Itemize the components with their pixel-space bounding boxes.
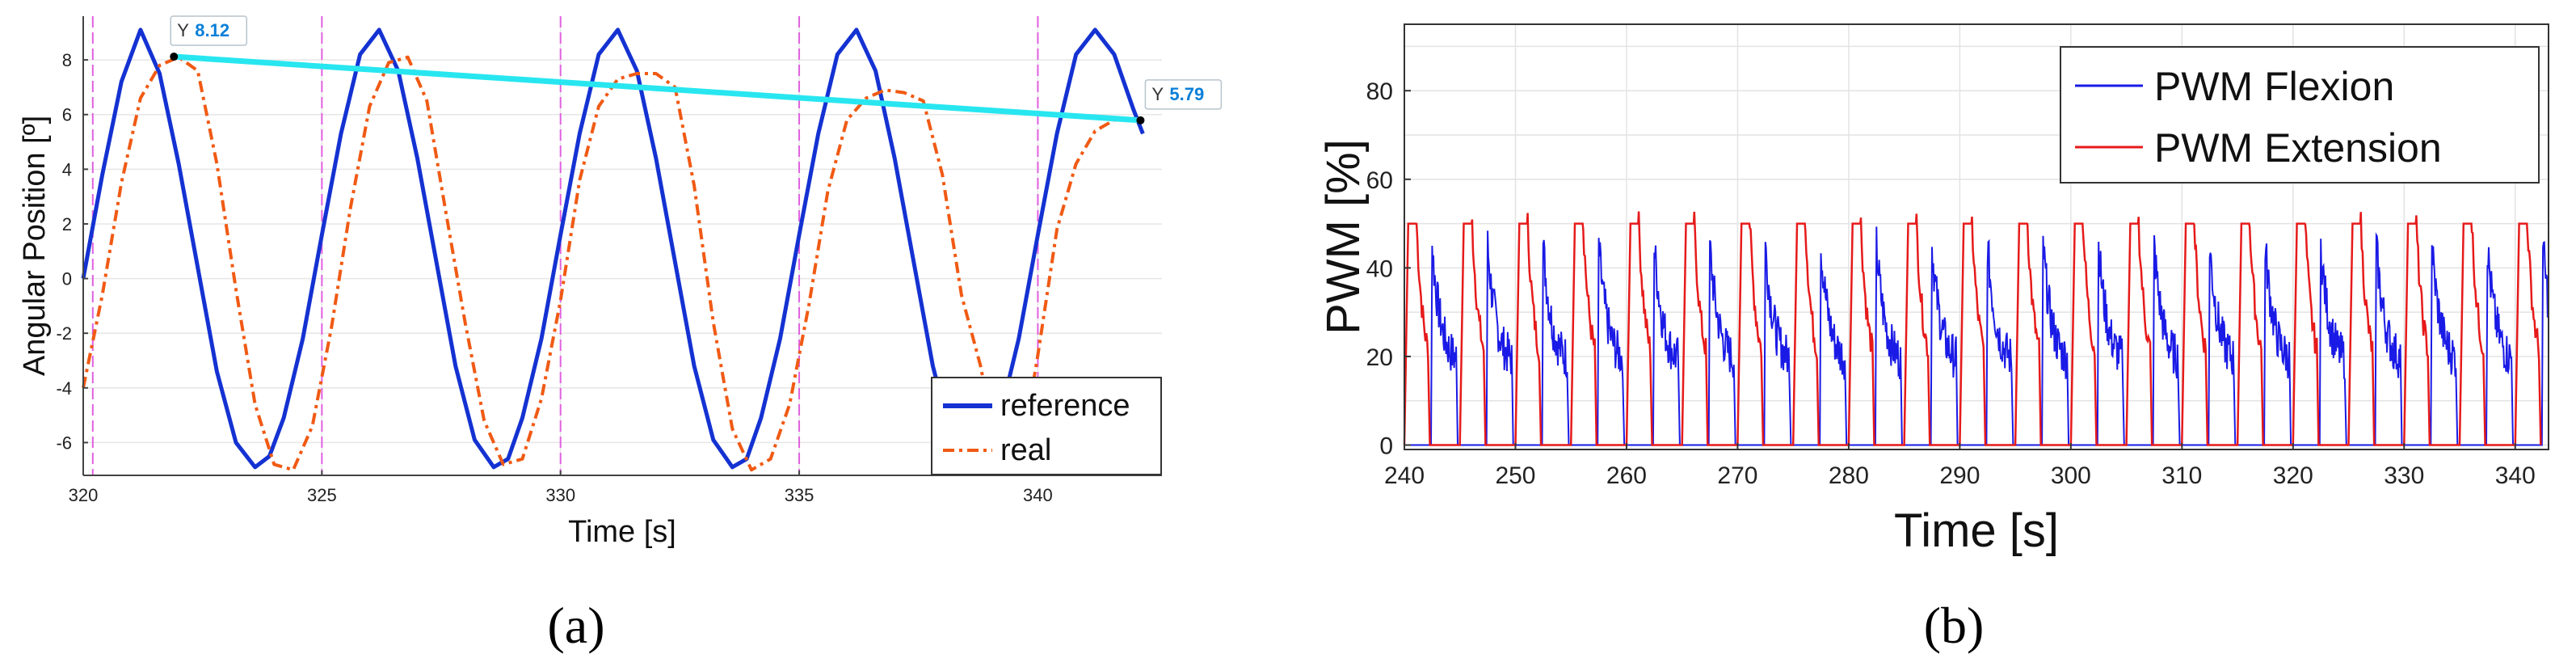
chart-b-ytick-label: 40 — [1366, 255, 1393, 282]
chart-a-xtick-label: 335 — [785, 485, 814, 505]
chart-b-legend-box — [2060, 46, 2540, 184]
chart-a-ytick-label: -6 — [56, 433, 72, 453]
chart-a-ylabel: Angular Position [º] — [18, 116, 52, 376]
chart-a-datatip-box — [170, 15, 247, 46]
chart-b-ytick-label: 80 — [1366, 78, 1393, 105]
chart-b-ytick-label: 20 — [1366, 344, 1393, 371]
chart-a-datatip-value: 8.12 — [195, 20, 229, 40]
chart-b-ylabel: PWM [%] — [1317, 139, 1370, 335]
chart-b-xtick-label: 260 — [1606, 462, 1647, 489]
chart-b-legend-extension-label: PWM Extension — [2154, 125, 2442, 171]
chart-a-ytick-label: 2 — [62, 214, 72, 234]
chart-a-legend: reference real — [931, 377, 1162, 475]
chart-a-legend-real-label: real — [1000, 433, 1051, 467]
chart-a-xtick-label: 320 — [69, 485, 99, 505]
chart-b-xtick-label: 270 — [1717, 462, 1757, 489]
chart-a-datatip-value: 5.79 — [1169, 84, 1204, 104]
chart-b-series — [1403, 211, 2549, 446]
chart-a-ytick-label: 4 — [62, 159, 72, 179]
chart-b-xtick-label: 320 — [2273, 462, 2313, 489]
chart-a-xtick-label: 340 — [1023, 485, 1053, 505]
chart-a-datatip-point — [170, 53, 179, 61]
chart-a-xtick-label: 330 — [545, 485, 575, 505]
caption-a: (a) — [547, 597, 604, 654]
chart-a-ytick-label: -2 — [56, 323, 72, 344]
chart-b-series-line-extension — [1403, 211, 2542, 446]
caption-b: (b) — [1924, 597, 1985, 654]
chart-b-xtick-label: 300 — [2051, 462, 2091, 489]
chart-b-ytick-label: 0 — [1379, 433, 1393, 460]
chart-a-datatip-label: Y — [177, 20, 189, 40]
chart-a-legend-reference-label: reference — [1000, 389, 1130, 423]
chart-a-datatip-box — [1144, 79, 1223, 110]
chart-a-datatip-point — [1136, 116, 1145, 124]
chart-a-ytick-label: 8 — [62, 50, 72, 70]
chart-b-xtick-label: 310 — [2161, 462, 2202, 489]
chart-a-ytick-label: 0 — [62, 269, 72, 289]
chart-b-xtick-label: 290 — [1939, 462, 1980, 489]
chart-b-xtick-label: 240 — [1384, 462, 1425, 489]
chart-a-xtick-label: 325 — [307, 485, 337, 505]
chart-a-ytick-label: -4 — [56, 378, 72, 399]
chart-b-xtick-label: 340 — [2495, 462, 2536, 489]
chart-a-series-line-real — [82, 55, 1143, 472]
chart-a-trend-line — [174, 53, 1141, 124]
chart-b-xtick-label: 250 — [1495, 462, 1535, 489]
chart-a-annotations: Y 8.12Y 5.79 — [170, 15, 1223, 124]
chart-a-ytick-label: 6 — [62, 105, 72, 125]
chart-b-series-line-flexion — [1404, 226, 2549, 446]
chart-a-legend-box — [931, 377, 1162, 475]
chart-b: 0 20 40 60 80 240 250 260 270 280 290 300 310 320 330 3… — [1317, 23, 2549, 654]
chart-b-legend-flexion-label: PWM Flexion — [2154, 64, 2394, 109]
chart-b-xlabel: Time [s] — [1894, 504, 2059, 557]
chart-b-xtick-label: 330 — [2384, 462, 2424, 489]
chart-b-axes: 0 20 40 60 80 240 250 260 270 280 290 300 310 320 330 3… — [1366, 23, 2549, 489]
chart-a-datatip-label: Y — [1151, 84, 1164, 104]
chart-b-ytick-label: 60 — [1366, 167, 1393, 194]
chart-a-xlabel: Time [s] — [568, 515, 676, 549]
chart-b-xtick-label: 280 — [1829, 462, 1869, 489]
chart-b-legend: PWM Flexion PWM Extension — [2060, 46, 2540, 184]
chart-b-axes-box — [1404, 23, 2549, 450]
